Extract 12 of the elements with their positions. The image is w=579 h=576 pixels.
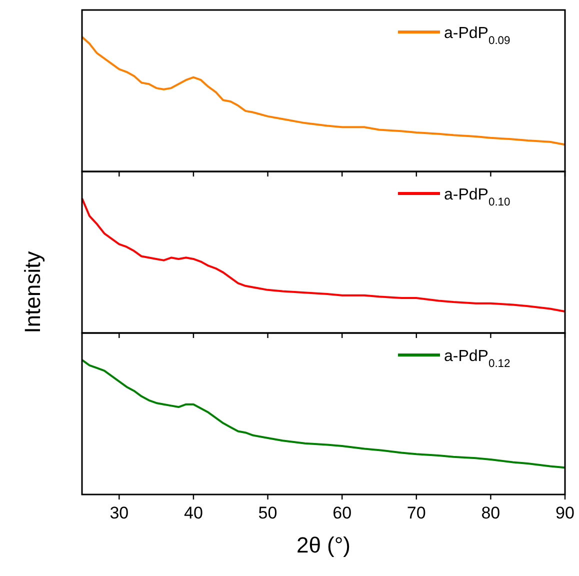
x-tick-label: 90 bbox=[556, 504, 574, 522]
x-tick-label: 50 bbox=[258, 504, 278, 522]
legend-label: a-PdP$_{0.12}$ bbox=[444, 348, 510, 370]
x-tick-label: 70 bbox=[406, 504, 426, 522]
legend-label: a-PdP$_{0.09}$ bbox=[444, 25, 510, 47]
x-tick-label: 30 bbox=[110, 504, 129, 522]
x-tick-label: 60 bbox=[332, 504, 352, 522]
x-tick-label: 40 bbox=[184, 504, 203, 522]
y-axis-title: Intensity bbox=[20, 251, 45, 334]
x-axis-title: 2θ (°) bbox=[296, 532, 351, 558]
x-tick-label: 80 bbox=[481, 504, 500, 522]
legend-label: a-PdP$_{0.10}$ bbox=[444, 186, 510, 208]
